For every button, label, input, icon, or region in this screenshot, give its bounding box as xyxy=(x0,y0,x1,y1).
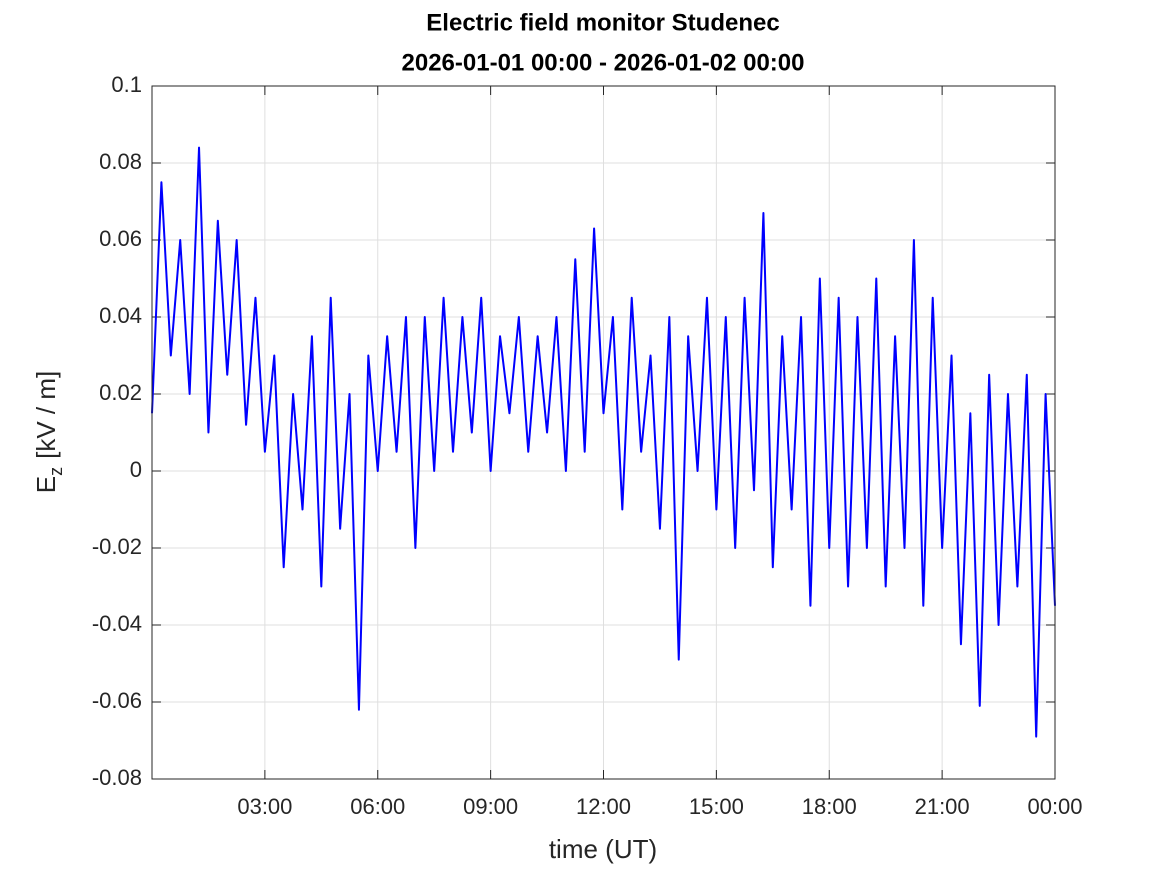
y-label-main: E xyxy=(31,476,61,493)
y-tick-label: -0.02 xyxy=(92,534,142,559)
x-tick-label: 06:00 xyxy=(350,794,405,819)
y-tick-label: -0.08 xyxy=(92,765,142,790)
y-tick-label: 0.02 xyxy=(99,380,142,405)
y-tick-label: 0.08 xyxy=(99,149,142,174)
chart-title: Electric field monitor Studenec xyxy=(426,9,779,36)
y-axis-label: Ez [kV / m] xyxy=(31,371,66,493)
x-tick-label: 09:00 xyxy=(463,794,518,819)
y-tick-label: -0.06 xyxy=(92,688,142,713)
y-label-sub: z xyxy=(46,467,66,476)
x-tick-label: 12:00 xyxy=(576,794,631,819)
y-tick-label: -0.04 xyxy=(92,611,142,636)
x-tick-label: 21:00 xyxy=(915,794,970,819)
x-tick-label: 18:00 xyxy=(802,794,857,819)
y-tick-label: 0.04 xyxy=(99,303,142,328)
chart-subtitle: 2026-01-01 00:00 - 2026-01-02 00:00 xyxy=(402,49,805,76)
x-tick-label: 03:00 xyxy=(237,794,292,819)
y-tick-label: 0.06 xyxy=(99,226,142,251)
y-label-unit: [kV / m] xyxy=(31,371,61,459)
data-line xyxy=(151,146,1056,738)
plot-frame xyxy=(151,85,1056,780)
x-tick-label: 00:00 xyxy=(1027,794,1082,819)
y-tick-label: 0.1 xyxy=(111,72,142,97)
x-tick-label: 15:00 xyxy=(689,794,744,819)
y-tick-label: 0 xyxy=(130,457,142,482)
x-axis-label: time (UT) xyxy=(549,834,657,864)
